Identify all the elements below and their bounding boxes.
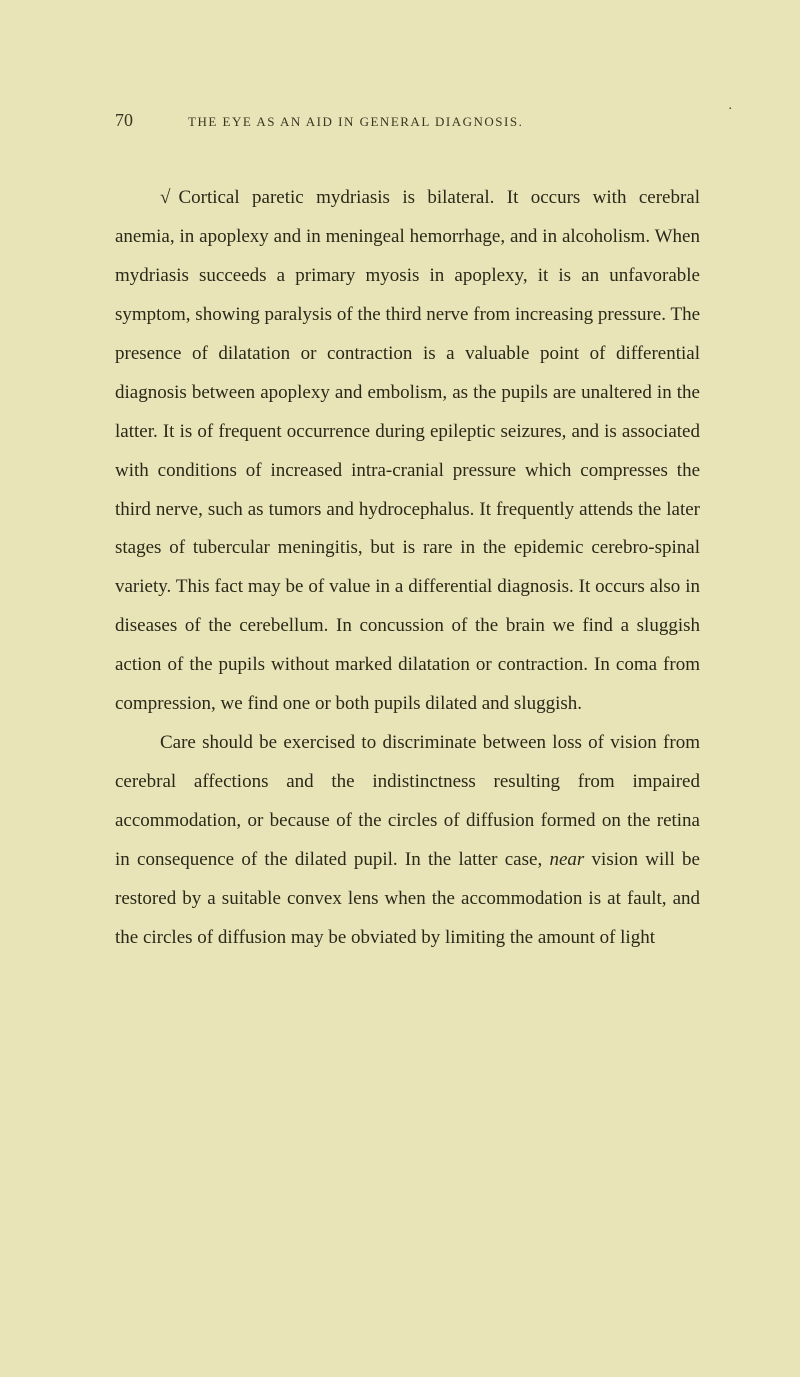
check-mark-symbol: √ — [160, 187, 170, 208]
page-header: 70 THE EYE AS AN AID IN GENERAL DIAGNOSI… — [115, 110, 700, 131]
paragraph-2: Care should be exercised to discriminate… — [115, 724, 700, 958]
body-text: √Cortical paretic mydriasis is bilateral… — [115, 179, 700, 958]
running-title: THE EYE AS AN AID IN GENERAL DIAGNOSIS. — [188, 114, 523, 130]
page-number: 70 — [115, 110, 133, 131]
paragraph-2-italic: near — [549, 849, 584, 870]
paragraph-1: √Cortical paretic mydriasis is bilateral… — [115, 179, 700, 724]
page-container: 70 THE EYE AS AN AID IN GENERAL DIAGNOSI… — [0, 0, 800, 1038]
paragraph-1-text: Cortical paretic mydriasis is bilateral.… — [115, 187, 700, 714]
